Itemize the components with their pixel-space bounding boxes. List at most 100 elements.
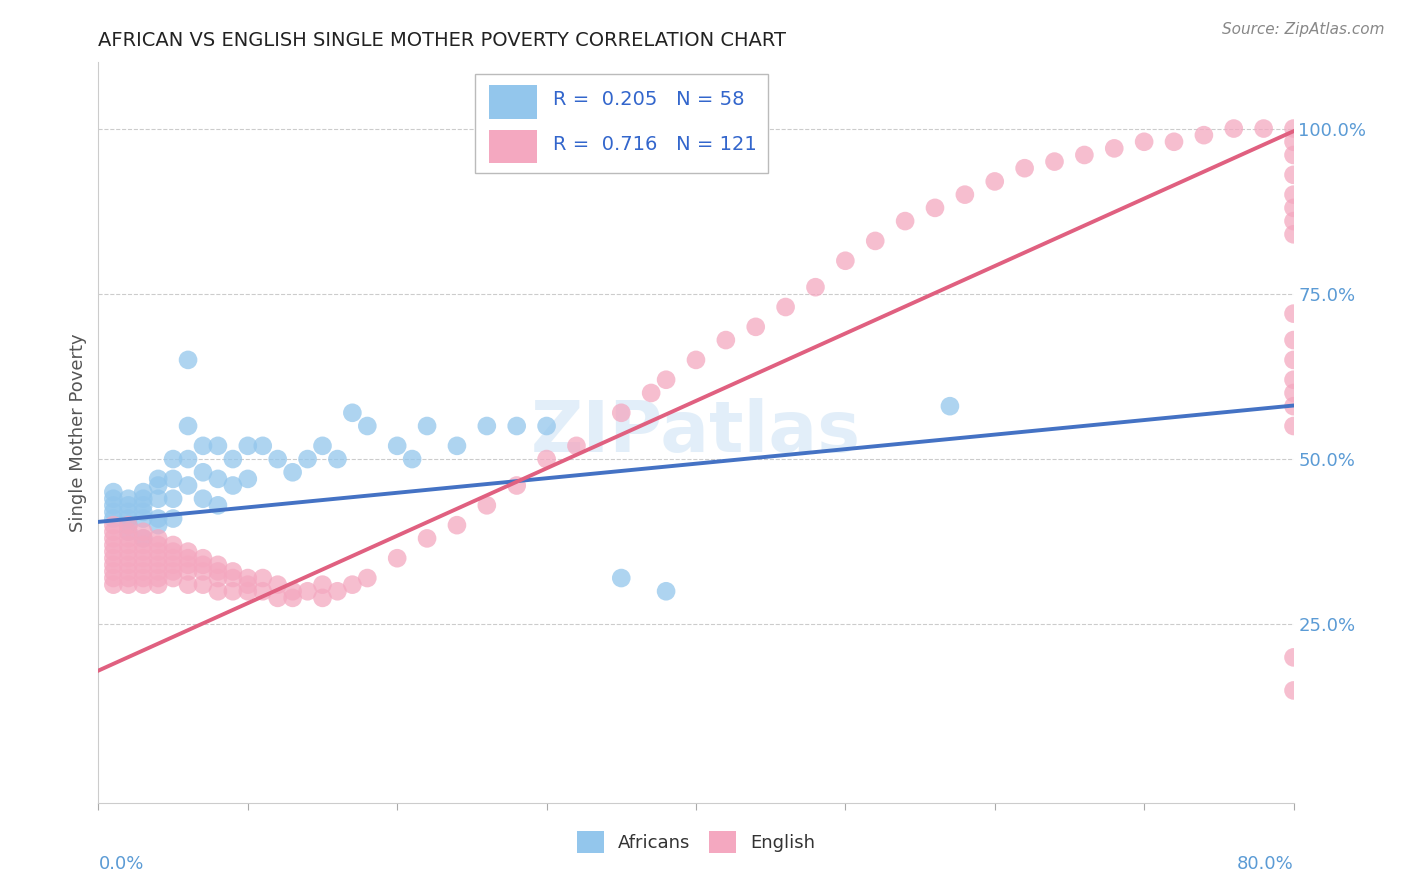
Point <box>132 532 155 546</box>
Point <box>117 577 139 591</box>
Point <box>1282 307 1305 321</box>
Point <box>1282 227 1305 242</box>
Point <box>311 577 333 591</box>
Point <box>162 551 184 566</box>
Point <box>191 565 214 579</box>
Point <box>475 499 498 513</box>
Point <box>162 511 184 525</box>
Point <box>103 532 125 546</box>
Point <box>236 439 259 453</box>
Point <box>1282 168 1305 182</box>
Point <box>103 505 125 519</box>
Text: 0.0%: 0.0% <box>98 855 143 872</box>
Point <box>132 499 155 513</box>
Point <box>207 565 229 579</box>
Point <box>117 571 139 585</box>
Point <box>1282 683 1305 698</box>
Point <box>117 511 139 525</box>
Point <box>103 571 125 585</box>
Point <box>103 551 125 566</box>
Point <box>536 452 558 467</box>
Point <box>1282 386 1305 401</box>
Point <box>506 478 529 492</box>
Point <box>775 300 797 314</box>
Point <box>132 544 155 558</box>
Bar <box>489 86 537 119</box>
Point <box>1223 121 1246 136</box>
Point <box>894 214 917 228</box>
Point <box>162 472 184 486</box>
Point <box>191 465 214 479</box>
Point <box>207 558 229 572</box>
Point <box>1282 373 1305 387</box>
Point <box>162 538 184 552</box>
Point <box>222 571 245 585</box>
Point <box>1282 650 1305 665</box>
Point <box>177 565 200 579</box>
Point <box>536 419 558 434</box>
Point <box>177 478 200 492</box>
Point <box>132 565 155 579</box>
Point <box>103 544 125 558</box>
Point <box>117 518 139 533</box>
Point <box>207 584 229 599</box>
Point <box>222 478 245 492</box>
Point <box>1133 135 1156 149</box>
Point <box>1163 135 1185 149</box>
Point <box>297 452 319 467</box>
Point <box>191 577 214 591</box>
Point <box>103 485 125 500</box>
Legend: Africans, English: Africans, English <box>569 824 823 861</box>
Point <box>148 538 170 552</box>
Point <box>117 532 139 546</box>
Point <box>565 439 588 453</box>
Point <box>191 491 214 506</box>
Point <box>506 419 529 434</box>
Point <box>222 584 245 599</box>
Point <box>132 571 155 585</box>
Point <box>148 472 170 486</box>
Point <box>177 544 200 558</box>
Point <box>103 577 125 591</box>
Point <box>685 352 707 367</box>
Point <box>117 505 139 519</box>
Point <box>281 591 304 605</box>
Point <box>356 571 378 585</box>
Point <box>117 518 139 533</box>
Point <box>132 524 155 539</box>
Point <box>117 499 139 513</box>
Point <box>148 551 170 566</box>
Text: ZIPatlas: ZIPatlas <box>531 398 860 467</box>
Point <box>177 558 200 572</box>
Point <box>177 551 200 566</box>
Point <box>132 538 155 552</box>
Y-axis label: Single Mother Poverty: Single Mother Poverty <box>69 334 87 532</box>
Point <box>117 524 139 539</box>
Point <box>162 544 184 558</box>
Point <box>416 419 439 434</box>
Point <box>207 571 229 585</box>
Point <box>236 472 259 486</box>
Point <box>865 234 887 248</box>
Point <box>132 577 155 591</box>
Point <box>924 201 946 215</box>
Point <box>252 584 274 599</box>
Point <box>252 439 274 453</box>
Point <box>804 280 827 294</box>
Point <box>162 565 184 579</box>
Point <box>297 584 319 599</box>
Point <box>1282 121 1305 136</box>
Text: 80.0%: 80.0% <box>1237 855 1294 872</box>
Point <box>342 577 364 591</box>
Point <box>446 439 468 453</box>
Point <box>148 571 170 585</box>
Point <box>236 584 259 599</box>
Point <box>714 333 737 347</box>
Point <box>1282 399 1305 413</box>
Text: R =  0.716   N = 121: R = 0.716 N = 121 <box>553 135 756 153</box>
Point <box>311 439 333 453</box>
Point <box>132 485 155 500</box>
Point <box>475 419 498 434</box>
Point <box>148 565 170 579</box>
Point <box>191 439 214 453</box>
